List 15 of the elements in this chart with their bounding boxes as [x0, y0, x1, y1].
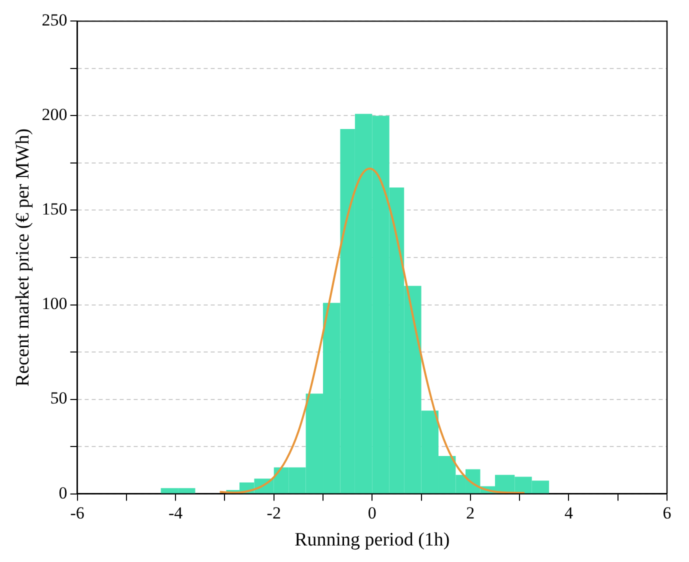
- y-tick-label: 50: [50, 388, 68, 408]
- x-tick-label: -6: [70, 503, 84, 522]
- x-tick-label: -2: [266, 503, 281, 522]
- x-axis-title: Running period (1h): [294, 530, 450, 551]
- y-tick-label: 0: [58, 483, 68, 502]
- y-axis-title: Recent market price (€ per MWh): [12, 128, 34, 386]
- y-tick-label: 150: [42, 200, 68, 219]
- x-tick-label: 2: [466, 503, 475, 522]
- x-tick-label: 6: [662, 503, 672, 522]
- x-tick-label: -4: [168, 503, 184, 522]
- y-tick-label: 200: [42, 105, 68, 124]
- x-tick-label: 0: [368, 503, 376, 522]
- x-tick-label: 4: [564, 503, 574, 522]
- y-tick-label: 100: [42, 294, 68, 314]
- y-tick-label: 250: [42, 10, 68, 30]
